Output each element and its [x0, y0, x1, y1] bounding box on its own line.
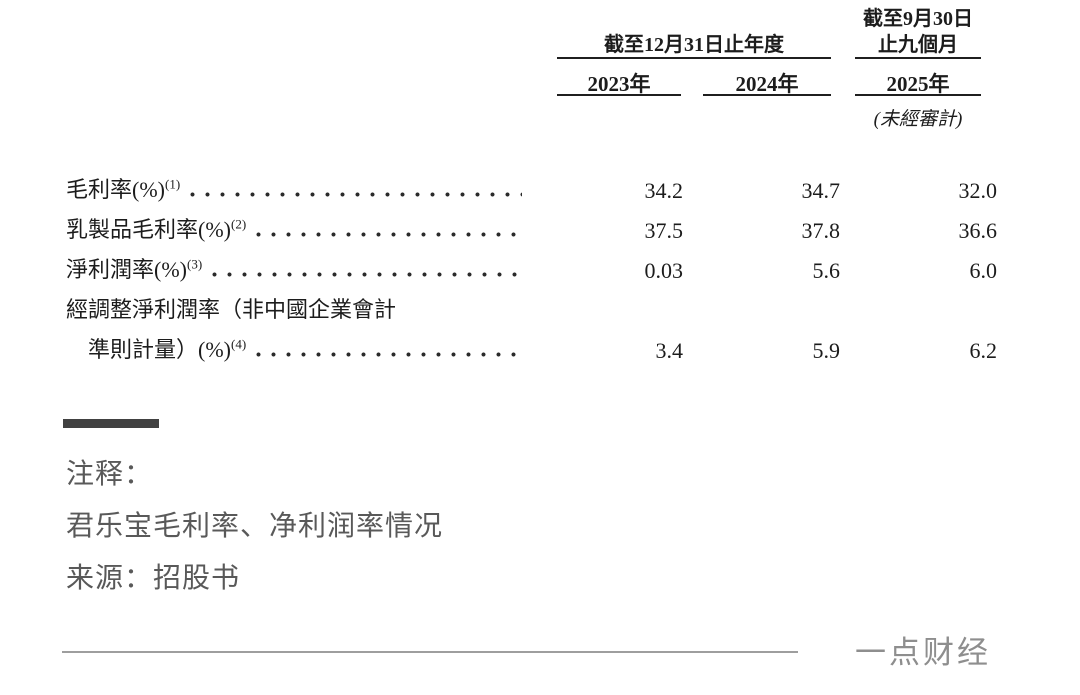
column-group-interim-label-line1: 截至9月30日: [863, 8, 973, 30]
notes-caption: 君乐宝毛利率、净利润率情况: [66, 510, 444, 541]
value-2024: 34.7: [801, 178, 841, 203]
value-2025: 32.0: [958, 178, 998, 203]
table-row: 乳製品毛利率(%)(2) 37.5 37.8 36.6: [66, 204, 997, 244]
rule-year-2023: [557, 94, 681, 96]
table-row: 經調整淨利潤率（非中國企業會計: [66, 284, 997, 324]
dot-leader: [256, 232, 522, 237]
footnote-marker: (1): [164, 176, 181, 192]
rule-year-2024: [703, 94, 831, 96]
value-2024: 5.6: [812, 258, 841, 283]
rule-annual-group: [557, 57, 831, 59]
value-2025: 6.0: [969, 258, 998, 283]
dot-leader: [212, 272, 522, 277]
value-2023: 0.03: [644, 258, 684, 283]
section-divider-bar: [63, 419, 159, 428]
unaudited-note: (未經審計): [873, 109, 963, 130]
year-header-2024: 2024年: [735, 72, 799, 96]
rule-year-2025: [855, 94, 981, 96]
value-2025: 36.6: [958, 218, 998, 243]
table-row: 準則計量）(%)(4) 3.4 5.9 6.2: [66, 324, 997, 364]
brand-watermark: 一点财经: [855, 635, 991, 670]
dot-leader: [190, 192, 522, 197]
value-2023: 3.4: [655, 338, 684, 363]
value-2023: 37.5: [644, 218, 684, 243]
value-2024: 5.9: [812, 338, 841, 363]
notes-heading: 注释：: [66, 458, 154, 489]
footnote-marker: (3): [186, 256, 203, 272]
table-body: 毛利率(%)(1) 34.2 34.7 32.0 乳製品毛利率(%)(2) 37…: [66, 164, 997, 364]
column-group-annual-label: 截至12月31日止年度: [604, 34, 784, 56]
value-2023: 34.2: [644, 178, 684, 203]
table-row: 淨利潤率(%)(3) 0.03 5.6 6.0: [66, 244, 997, 284]
year-header-2023: 2023年: [587, 72, 651, 96]
year-header-2025: 2025年: [886, 72, 950, 96]
table-row: 毛利率(%)(1) 34.2 34.7 32.0: [66, 164, 997, 204]
dot-leader: [256, 352, 522, 357]
value-2024: 37.8: [801, 218, 841, 243]
notes-block: 注释： 君乐宝毛利率、净利润率情况 来源：招股书: [66, 448, 443, 604]
row-label-adjusted-net-margin-line1: 經調整淨利潤率（非中國企業會計: [66, 297, 397, 322]
row-label-net-margin: 淨利潤率(%)(3): [66, 252, 526, 284]
column-group-interim-label-line2: 止九個月: [878, 34, 958, 56]
footnote-marker: (2): [230, 216, 247, 232]
row-label-dairy-gross-margin: 乳製品毛利率(%)(2): [66, 212, 526, 244]
footer-divider-line: [62, 651, 798, 653]
row-label-adjusted-net-margin-line2: 準則計量）(%)(4): [66, 332, 526, 364]
rule-interim-group: [855, 57, 981, 59]
row-label-gross-margin: 毛利率(%)(1): [66, 172, 526, 204]
value-2025: 6.2: [969, 338, 998, 363]
notes-source: 来源：招股书: [66, 562, 241, 593]
footnote-marker: (4): [230, 336, 247, 352]
